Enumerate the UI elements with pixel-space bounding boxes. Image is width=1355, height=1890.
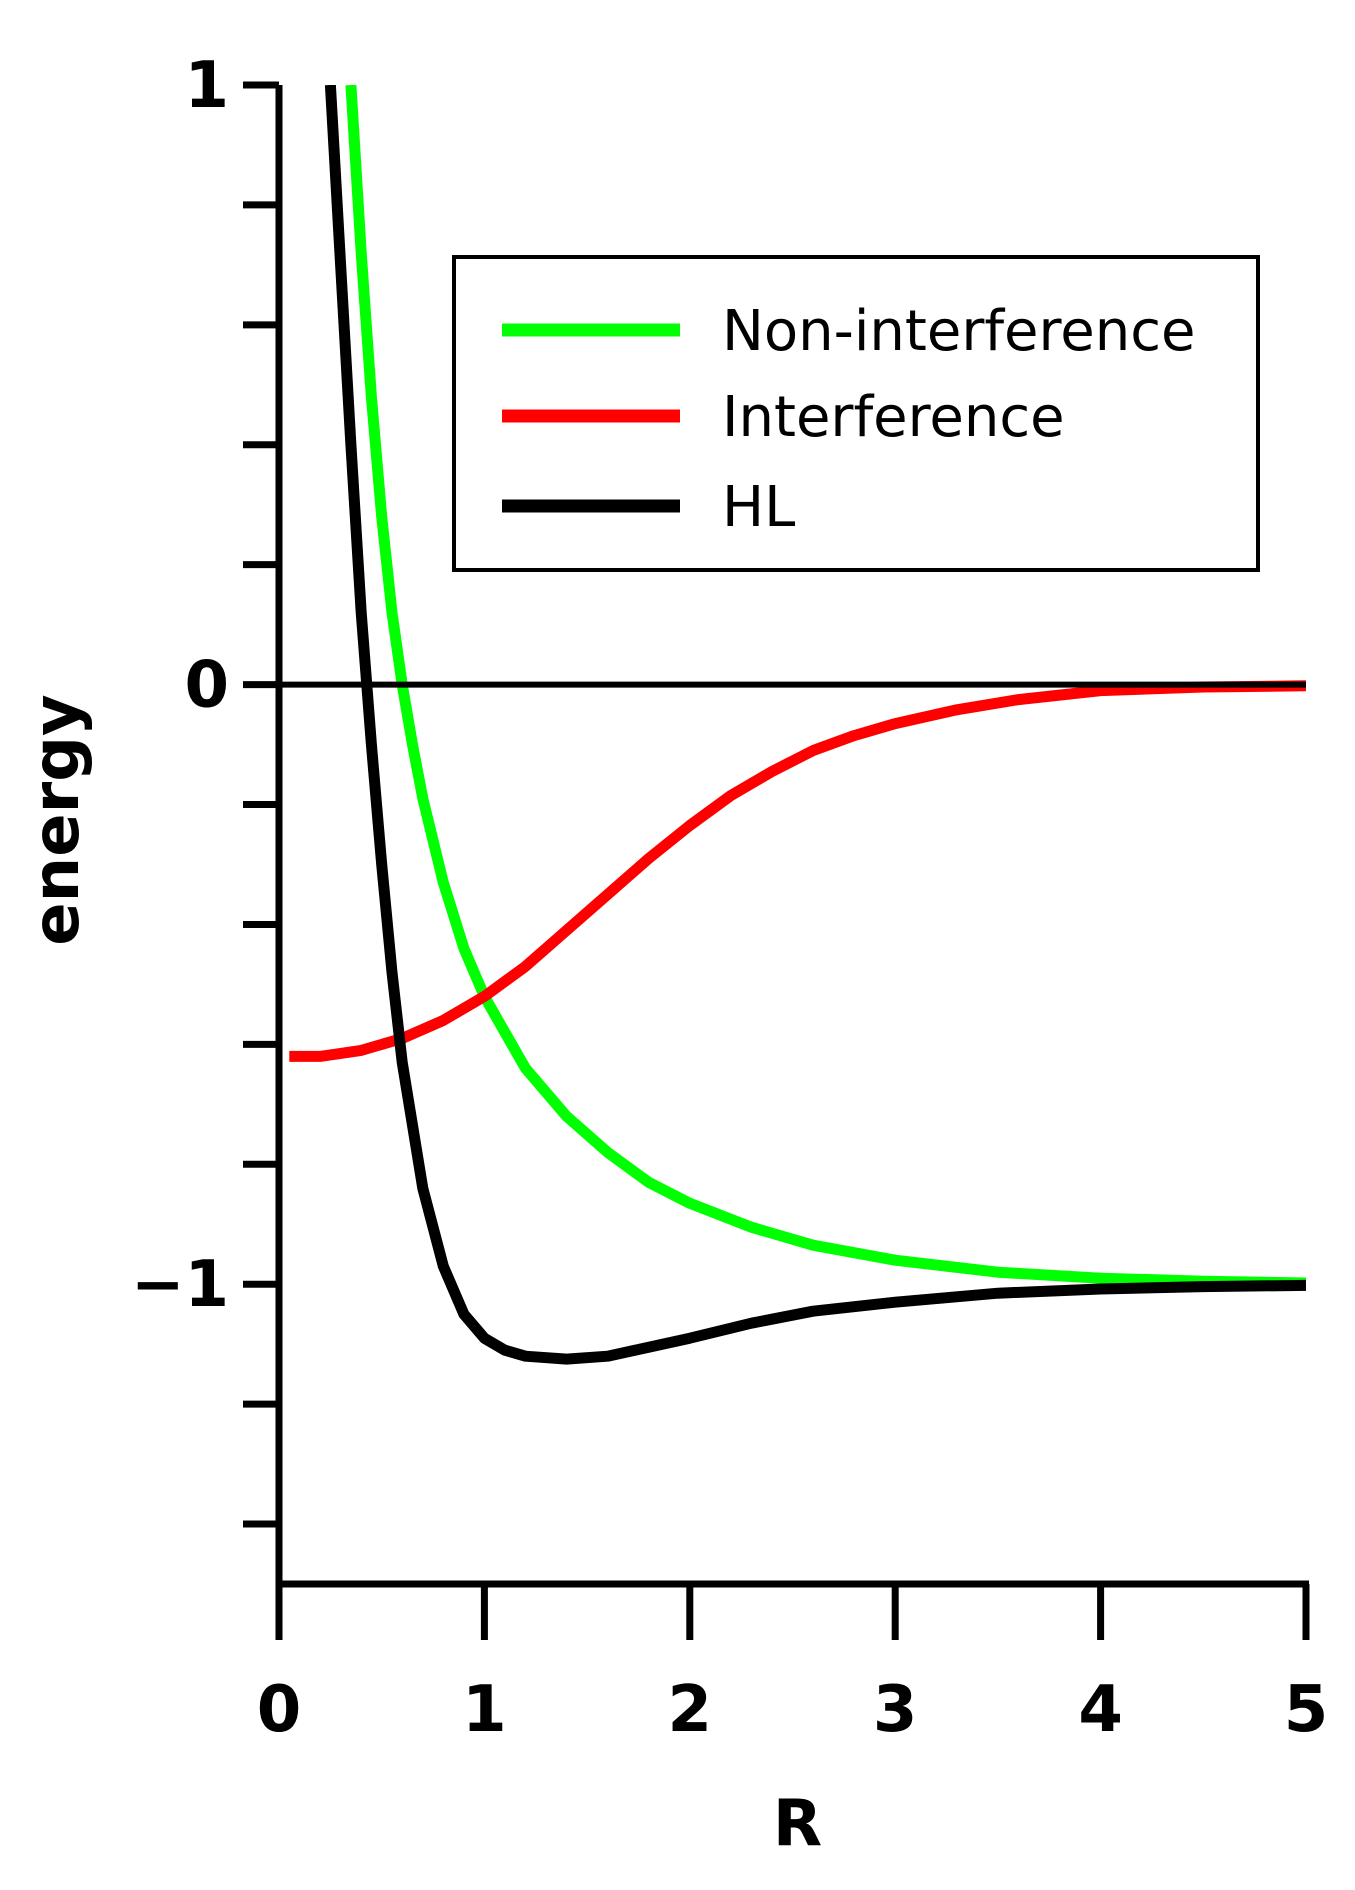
series-line-non-interference — [345, 85, 1306, 1289]
series-layer — [289, 85, 1306, 1365]
y-tick-label: −1 — [131, 1248, 229, 1322]
legend: Non-interference Interference HL — [452, 255, 1260, 572]
y-tick-label: 1 — [184, 49, 229, 123]
legend-label-non-interference: Non-interference — [722, 299, 1195, 364]
x-tick-label: 2 — [668, 1673, 713, 1747]
x-tick-label: 0 — [257, 1673, 302, 1747]
series-line-hl — [324, 85, 1306, 1365]
x-tick-label: 5 — [1284, 1673, 1329, 1747]
x-tick-label: 4 — [1078, 1673, 1123, 1747]
series-line-interference — [289, 680, 1306, 1062]
legend-label-interference: Interference — [722, 385, 1065, 450]
y-tick-label: 0 — [184, 649, 229, 723]
axes-layer — [243, 81, 1310, 1640]
x-tick-label: 3 — [873, 1673, 918, 1747]
legend-label-hl: HL — [722, 475, 795, 540]
x-axis-title: R — [773, 1787, 822, 1861]
x-tick-label: 1 — [462, 1673, 507, 1747]
y-axis-title: energy — [20, 694, 94, 945]
